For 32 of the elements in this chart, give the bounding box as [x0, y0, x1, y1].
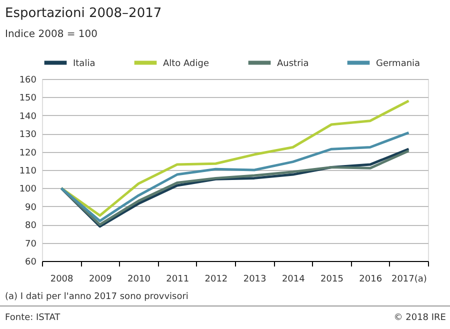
legend-label: Austria: [277, 58, 309, 69]
x-tick-label: 2010: [128, 274, 151, 284]
y-tick-label: 80: [25, 221, 37, 232]
source-note: Fonte: ISTAT: [5, 313, 61, 323]
x-tick-label: 2014: [282, 274, 306, 284]
legend-label: Italia: [73, 58, 96, 69]
x-tick-label: 2015: [320, 274, 344, 284]
legend-label: Alto Adige: [163, 58, 210, 69]
x-tick-label: 2008: [50, 274, 74, 284]
chart-title: Esportazioni 2008–2017: [5, 6, 162, 21]
x-tick-label: 2012: [204, 274, 228, 284]
x-tick-label: 2011: [166, 274, 190, 284]
chart-subtitle: Indice 2008 = 100: [5, 29, 98, 40]
y-tick-label: 70: [25, 239, 37, 250]
y-tick-label: 140: [19, 112, 37, 122]
text: (a) I dati per l'anno 2017 sono provvisori: [5, 292, 188, 302]
y-tick-label: 150: [19, 94, 37, 104]
legend-label: Germania: [376, 58, 420, 69]
y-tick-label: 60: [25, 258, 37, 268]
x-tick-label: 2016: [359, 274, 382, 284]
x-tick-label: 2013: [243, 274, 266, 284]
text: © 2018 IRE: [394, 313, 446, 323]
x-tick-label: 2017(a): [391, 274, 427, 284]
line-series: [60, 100, 410, 217]
line-series: [60, 131, 410, 222]
y-tick-label: 160: [19, 76, 37, 86]
y-tick-label: 120: [19, 148, 37, 158]
y-tick-label: 100: [19, 184, 37, 195]
y-tick-label: 110: [19, 166, 37, 176]
y-tick-label: 90: [25, 202, 37, 213]
y-tick-label: 130: [19, 130, 37, 140]
x-tick-label: 2009: [88, 274, 112, 284]
